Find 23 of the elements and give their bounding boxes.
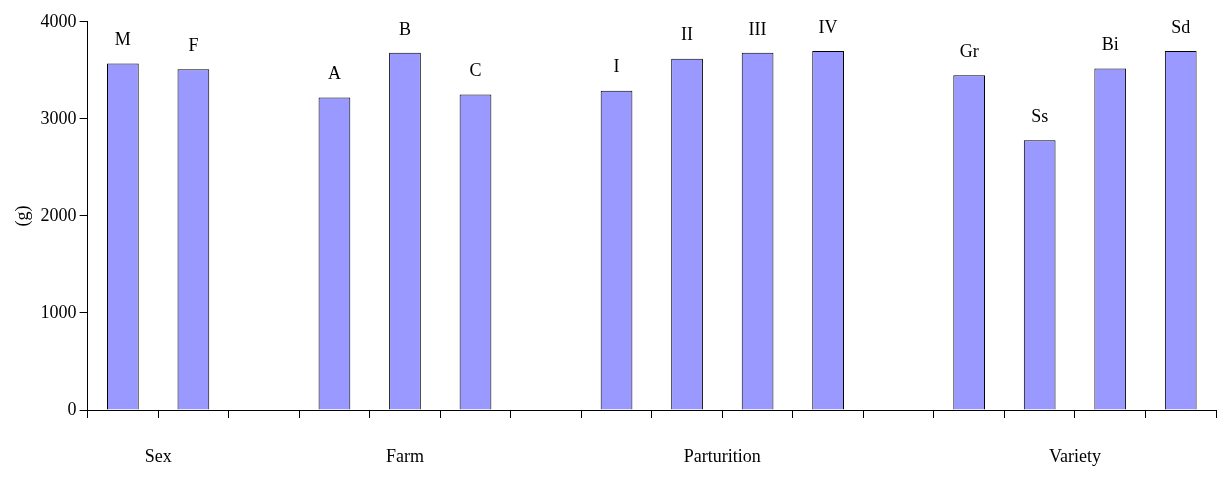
y-tick-label: 0 bbox=[67, 398, 77, 419]
y-tick-label: 3000 bbox=[40, 107, 77, 128]
y-axis-title: (g) bbox=[11, 205, 33, 227]
x-tick-label: B bbox=[398, 18, 411, 39]
x-tick-label: M bbox=[114, 29, 131, 50]
y-tick-label: 2000 bbox=[40, 204, 77, 225]
x-tick-label: Ss bbox=[1031, 105, 1049, 126]
x-tick-label: I bbox=[613, 56, 620, 77]
x-tick-label: II bbox=[681, 24, 694, 45]
x-tick-label: IV bbox=[818, 16, 838, 37]
x-tick-label: III bbox=[748, 18, 767, 39]
text: Sex bbox=[144, 445, 172, 466]
x-tick-label: C bbox=[469, 60, 482, 81]
y-tick-label: 1000 bbox=[40, 301, 77, 322]
x-tick-label: A bbox=[327, 63, 341, 84]
text: Farm bbox=[385, 445, 424, 466]
x-tick-label: Bi bbox=[1101, 34, 1119, 55]
x-tick-label: Sd bbox=[1171, 16, 1191, 37]
text: Variety bbox=[1048, 445, 1101, 466]
y-tick-label: 4000 bbox=[40, 10, 77, 31]
x-tick-label: F bbox=[188, 35, 199, 56]
text: Parturition bbox=[683, 445, 761, 466]
x-tick-label: Gr bbox=[959, 40, 979, 61]
